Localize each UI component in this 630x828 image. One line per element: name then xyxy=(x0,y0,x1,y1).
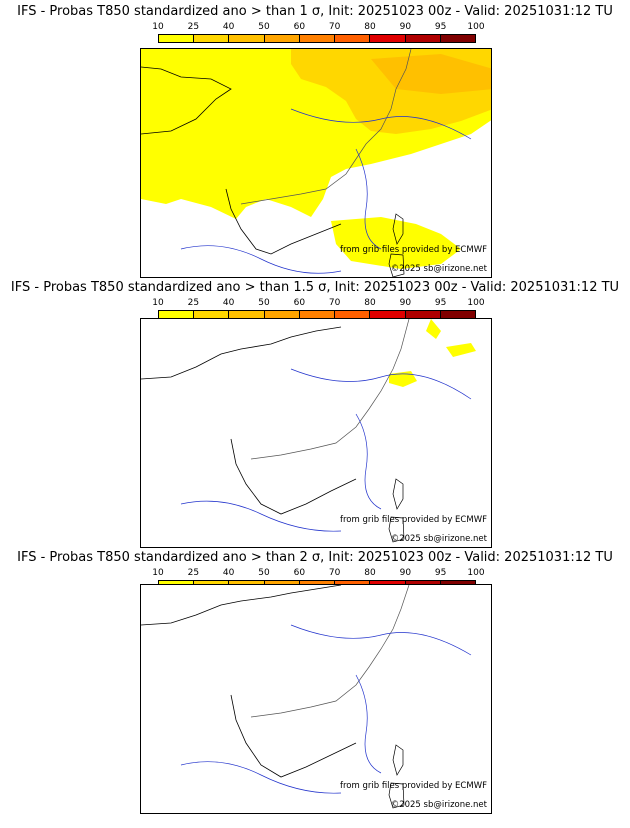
colorbar-ticks: 10 25 40 50 60 70 80 90 95 100 xyxy=(152,22,484,34)
island-sardinia xyxy=(388,253,405,277)
probability-area-yellow-south xyxy=(331,217,461,269)
colorbar-tick-label: 70 xyxy=(328,22,341,32)
colorbar-segment xyxy=(229,311,265,318)
probability-area-yellow xyxy=(446,343,476,357)
colorbar-tick-label: 100 xyxy=(467,22,485,32)
colorbar-ticks: 10 25 40 50 60 70 80 90 95 100 xyxy=(152,298,484,310)
panel-title: IFS - Probas T850 standardized ano > tha… xyxy=(17,4,613,19)
colorbar-segment xyxy=(335,311,371,318)
panel-title: IFS - Probas T850 standardized ano > tha… xyxy=(10,280,620,295)
map-area: from grib files provided by ECMWF ©2025 … xyxy=(140,48,492,278)
colorbar-tick-label: 50 xyxy=(258,568,270,578)
coastline xyxy=(141,326,342,380)
river xyxy=(290,624,472,656)
colorbar-segment xyxy=(405,35,441,42)
country-border xyxy=(250,319,410,460)
colorbar-tick-label: 60 xyxy=(293,298,306,308)
colorbar-tick-label: 80 xyxy=(364,568,376,578)
island-sardinia xyxy=(388,516,405,543)
probability-area-yellow xyxy=(426,319,441,339)
colorbar-segment xyxy=(264,311,300,318)
colorbar-segment xyxy=(299,35,336,42)
colorbar-tick-label: 40 xyxy=(222,298,235,308)
colorbar-tick-label: 90 xyxy=(399,22,412,32)
colorbar-tick-label: 100 xyxy=(467,568,485,578)
data-source-credit: from grib files provided by ECMWF xyxy=(340,245,487,255)
country-border xyxy=(250,585,410,718)
colorbar-tick-label: 40 xyxy=(222,22,235,32)
map-graphic xyxy=(141,49,491,277)
river xyxy=(180,245,342,274)
panel-title: IFS - Probas T850 standardized ano > tha… xyxy=(17,550,613,565)
copyright-credit: ©2025 sb@irizone.net xyxy=(390,264,487,274)
colorbar-tick-label: 25 xyxy=(187,568,200,578)
colorbar-segment xyxy=(299,311,336,318)
probability-area-orange-core xyxy=(371,54,491,94)
colorbar-tick-label: 10 xyxy=(152,22,164,32)
colorbar-tick-label: 60 xyxy=(293,22,306,32)
copyright-credit: ©2025 sb@irizone.net xyxy=(390,800,487,810)
island-corsica xyxy=(392,213,404,245)
colorbar-tick-label: 90 xyxy=(399,568,412,578)
colorbar-segment xyxy=(159,311,195,318)
country-border xyxy=(240,49,412,205)
data-source-credit: from grib files provided by ECMWF xyxy=(340,515,487,525)
map-area: from grib files provided by ECMWF ©2025 … xyxy=(140,584,492,814)
coastline xyxy=(141,66,232,135)
colorbar-segment xyxy=(370,35,406,42)
colorbar-tick-label: 60 xyxy=(293,568,306,578)
data-source-credit: from grib files provided by ECMWF xyxy=(340,781,487,791)
map-panel-1: IFS - Probas T850 standardized ano > tha… xyxy=(0,0,630,278)
river xyxy=(355,148,382,250)
colorbar-tick-label: 50 xyxy=(258,298,270,308)
coastline xyxy=(230,694,357,778)
colorbar-tick-label: 70 xyxy=(328,568,341,578)
colorbar-tick-label: 10 xyxy=(152,568,164,578)
colorbar-segment xyxy=(194,35,230,42)
colorbar-segment xyxy=(264,35,300,42)
probability-area-yellow xyxy=(389,371,417,387)
colorbar xyxy=(158,34,476,43)
colorbar-tick-label: 100 xyxy=(467,298,485,308)
river xyxy=(180,761,342,794)
colorbar-segment xyxy=(370,311,406,318)
colorbar-tick-label: 95 xyxy=(434,568,447,578)
colorbar-tick-label: 95 xyxy=(434,22,447,32)
river xyxy=(355,413,382,510)
map-graphic xyxy=(141,319,476,543)
colorbar-tick-label: 90 xyxy=(399,298,412,308)
colorbar-tick-label: 70 xyxy=(328,298,341,308)
colorbar-segment xyxy=(440,35,475,42)
island-sardinia xyxy=(388,782,405,809)
map-panel-3: IFS - Probas T850 standardized ano > tha… xyxy=(0,546,630,828)
colorbar-tick-label: 80 xyxy=(364,22,376,32)
coastline xyxy=(230,438,357,515)
colorbar-tick-label: 40 xyxy=(222,568,235,578)
colorbar-segment xyxy=(335,35,371,42)
coastline xyxy=(225,188,342,255)
colorbar-segment xyxy=(229,35,265,42)
colorbar-tick-label: 95 xyxy=(434,298,447,308)
colorbar-tick-label: 80 xyxy=(364,298,376,308)
river xyxy=(355,674,382,774)
river xyxy=(180,500,342,532)
map-panel-2: IFS - Probas T850 standardized ano > tha… xyxy=(0,276,630,548)
colorbar-segment xyxy=(194,311,230,318)
colorbar-tick-label: 25 xyxy=(187,22,200,32)
colorbar-segment xyxy=(440,311,475,318)
map-graphic xyxy=(141,585,472,809)
colorbar-tick-label: 25 xyxy=(187,298,200,308)
colorbar-segment xyxy=(159,35,195,42)
colorbar-tick-label: 50 xyxy=(258,22,270,32)
colorbar-tick-label: 10 xyxy=(152,298,164,308)
island-corsica xyxy=(392,744,404,776)
island-corsica xyxy=(392,478,404,510)
colorbar-ticks: 10 25 40 50 60 70 80 90 95 100 xyxy=(152,568,484,580)
colorbar-segment xyxy=(405,311,441,318)
river xyxy=(290,368,472,400)
map-area: from grib files provided by ECMWF ©2025 … xyxy=(140,318,492,548)
coastline xyxy=(141,585,342,626)
river xyxy=(290,108,472,140)
copyright-credit: ©2025 sb@irizone.net xyxy=(390,534,487,544)
